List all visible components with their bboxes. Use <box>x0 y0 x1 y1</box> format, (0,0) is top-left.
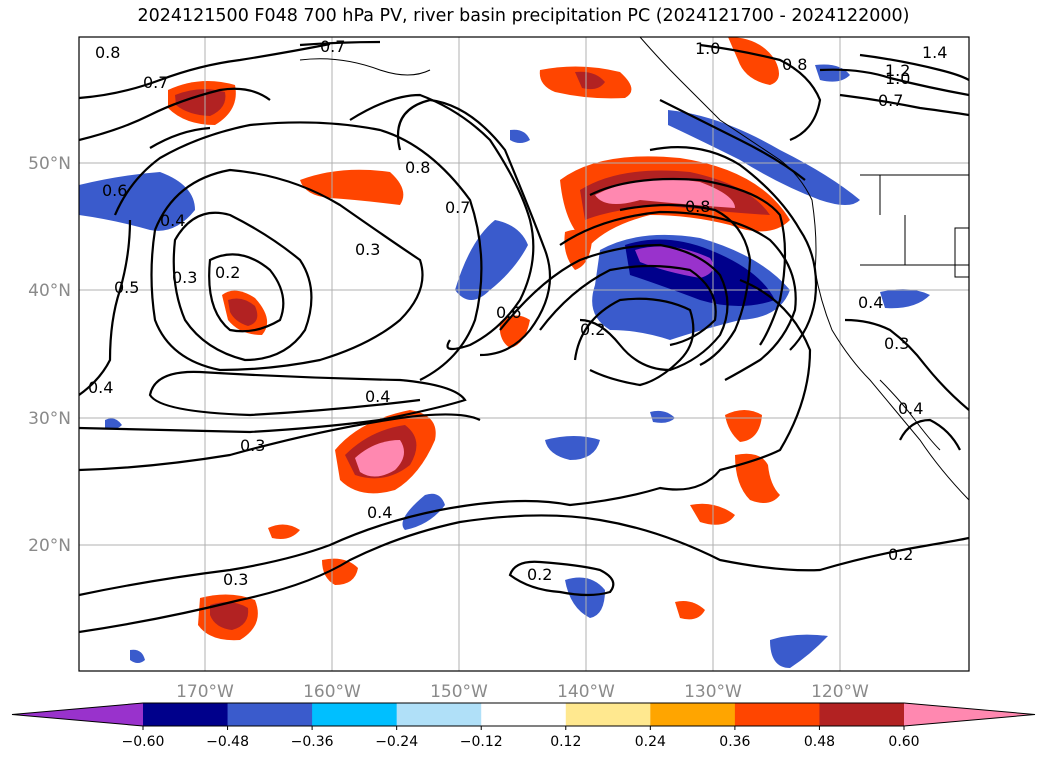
lon-label: 140°W <box>557 682 615 702</box>
colorbar-segment <box>734 703 820 726</box>
colorbar-tick-label: 0.12 <box>550 734 581 750</box>
colorbar-segment <box>396 703 482 726</box>
contour-label: 0.2 <box>527 565 552 584</box>
lon-label: 120°W <box>811 682 869 702</box>
colorbar-segment <box>565 703 651 726</box>
contour-label: 0.2 <box>580 320 605 339</box>
contour-label: 0.3 <box>172 268 197 287</box>
colorbar-segment <box>143 703 229 726</box>
colorbar-segment <box>819 703 905 726</box>
contour-label: 1.4 <box>922 43 947 62</box>
contour-label: 0.7 <box>143 73 168 92</box>
colorbar-extend-low <box>12 703 143 726</box>
contour-label: 0.7 <box>878 91 903 110</box>
lon-label: 160°W <box>303 682 361 702</box>
contour-label: 0.6 <box>496 303 521 322</box>
contour-label: 1.2 <box>885 61 910 80</box>
precip-shading <box>79 37 930 668</box>
contour-label: 0.4 <box>160 211 185 230</box>
lat-label: 40°N <box>28 281 71 301</box>
contour-label: 0.2 <box>215 263 240 282</box>
map-title: 2024121500 F048 700 hPa PV, river basin … <box>137 6 910 26</box>
lat-label: 50°N <box>28 154 71 174</box>
contour-label: 0.8 <box>95 43 120 62</box>
contour-label: 0.3 <box>223 570 248 589</box>
colorbar-tick-label: −0.48 <box>206 734 249 750</box>
contour-label: 0.4 <box>88 378 113 397</box>
contour-label: 0.6 <box>102 181 127 200</box>
coastlines <box>299 37 969 501</box>
map-frame <box>78 36 970 672</box>
contour-label: 0.7 <box>445 198 470 217</box>
colorbar-segment <box>227 703 313 726</box>
colorbar-tick-label: −0.60 <box>122 734 165 750</box>
contour-label: 1.0 <box>885 69 910 88</box>
colorbar-tick-label: 0.24 <box>635 734 666 750</box>
lon-label: 150°W <box>430 682 488 702</box>
contour-label: 0.3 <box>355 240 380 259</box>
lon-label: 130°W <box>684 682 742 702</box>
contour-label: 1.0 <box>695 39 720 58</box>
contour-label: 0.7 <box>320 37 345 56</box>
colorbar-segment <box>650 703 736 726</box>
colorbar-tick-label: 0.36 <box>719 734 750 750</box>
map-area: 0.8 0.7 0.6 0.4 0.3 0.2 0.5 0.4 0.8 0.7 … <box>79 37 969 671</box>
contour-label: 0.8 <box>685 197 710 216</box>
contour-label: 0.4 <box>365 387 390 406</box>
contour-label: 0.2 <box>888 545 913 564</box>
contour-labels: 0.8 0.7 0.6 0.4 0.3 0.2 0.5 0.4 0.8 0.7 … <box>88 37 947 589</box>
colorbar-tick-label: −0.36 <box>291 734 334 750</box>
colorbar: −0.60 −0.48 −0.36 −0.24 −0.12 0.12 0.24 0.36 0.4… <box>11 702 1036 750</box>
lon-label: 170°W <box>176 682 234 702</box>
lat-label: 30°N <box>28 409 71 429</box>
colorbar-segment <box>312 703 398 726</box>
contour-label: 0.3 <box>240 436 265 455</box>
colorbar-tick-label: 0.48 <box>804 734 835 750</box>
longitude-labels: 170°W 160°W 150°W 140°W 130°W 120°W <box>176 682 869 702</box>
colorbar-extend-high <box>904 703 1035 726</box>
colorbar-tick-label: −0.12 <box>460 734 503 750</box>
contour-label: 0.4 <box>858 293 883 312</box>
lat-label: 20°N <box>28 536 71 556</box>
graticule <box>79 37 969 671</box>
contour-label: 0.8 <box>405 158 430 177</box>
colorbar-segment <box>481 703 567 726</box>
contour-label: 0.4 <box>898 399 923 418</box>
colorbar-tick-label: 0.60 <box>888 734 919 750</box>
colorbar-tick-label: −0.24 <box>375 734 418 750</box>
contour-label: 0.3 <box>884 334 909 353</box>
contour-label: 0.4 <box>367 503 392 522</box>
latitude-labels: 50°N 40°N 30°N 20°N <box>28 154 71 556</box>
pv-contours <box>79 40 969 634</box>
contour-label: 0.5 <box>114 278 139 297</box>
contour-label: 0.8 <box>782 55 807 74</box>
